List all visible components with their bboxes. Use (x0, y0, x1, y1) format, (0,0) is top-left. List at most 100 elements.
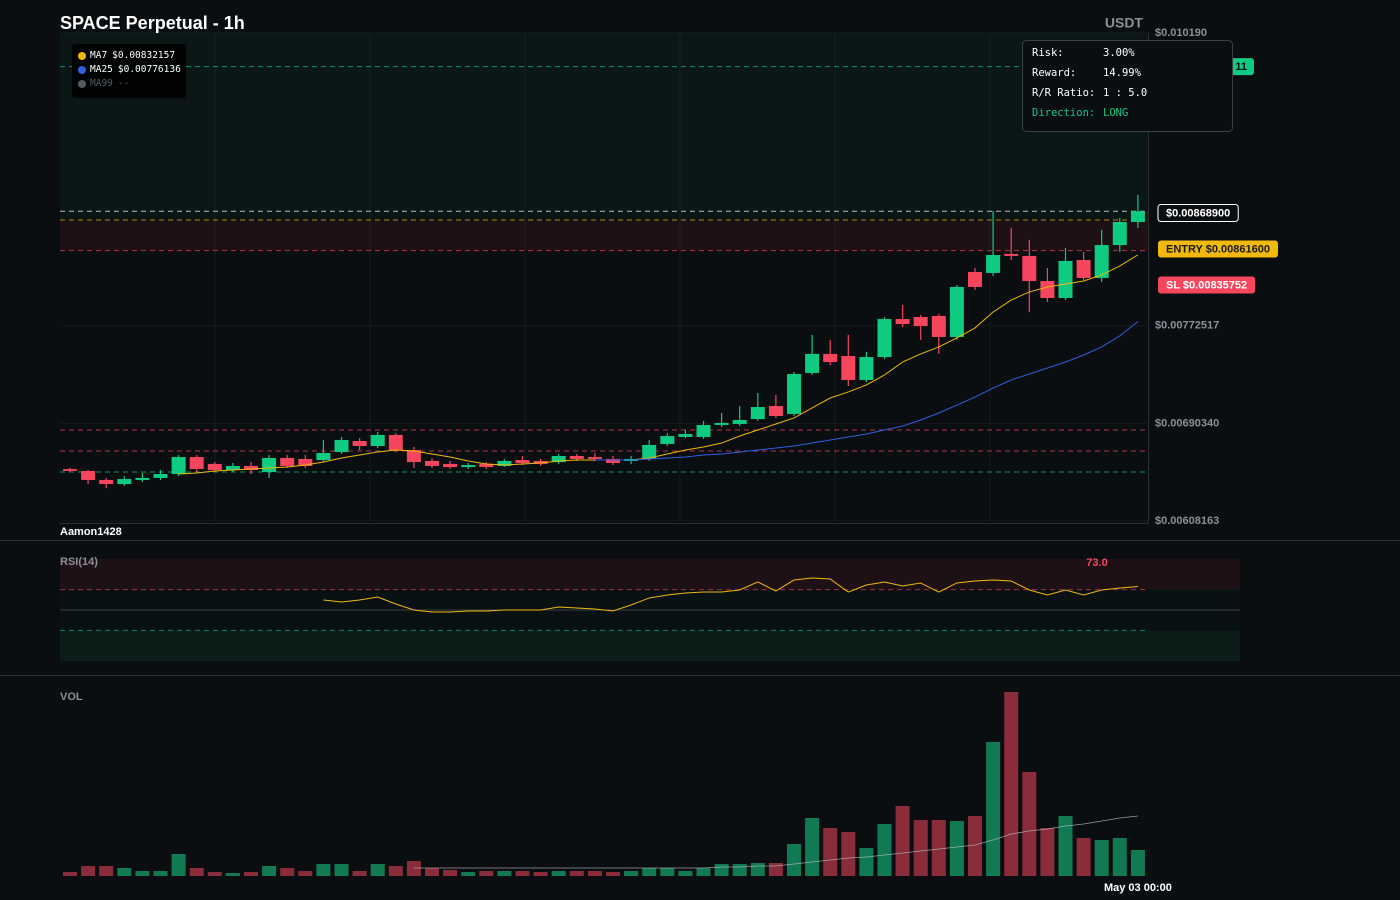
legend-value: $0.00832157 (112, 50, 175, 61)
candle-body (63, 469, 77, 471)
candle-body (714, 422, 729, 425)
legend-swatch (78, 66, 86, 74)
legend-name: MA99 (90, 78, 113, 89)
volume-bar (370, 864, 385, 876)
candle-body (1022, 255, 1037, 282)
volume-bar (750, 863, 765, 876)
volume-bar (244, 872, 258, 876)
volume-bar (388, 866, 403, 876)
volume-bar (551, 871, 566, 876)
volume-bar (787, 844, 801, 876)
quote-currency: USDT (1105, 15, 1144, 31)
candle-body (587, 457, 602, 459)
volume-bar (624, 871, 639, 876)
volume-bar (298, 871, 313, 876)
candle-body (660, 436, 675, 444)
candle-body (497, 460, 512, 466)
candle-body (968, 271, 982, 287)
legend-swatch (78, 80, 86, 88)
candle-body (1058, 260, 1073, 299)
volume-bar (859, 848, 874, 876)
candle-body (370, 434, 385, 447)
volume-bar (207, 872, 222, 876)
volume-bar (968, 816, 982, 876)
legend-name: MA25 (90, 64, 113, 75)
risk-reward-panel: Risk: 3.00% Reward: 14.99% R/R Ratio: 1 : 5.0… (1022, 40, 1233, 132)
chart-title: SPACE Perpetual - 1h (60, 13, 245, 33)
overbought-zone (60, 559, 1240, 590)
candle-body (244, 465, 258, 470)
volume-bar (99, 866, 114, 876)
volume-bar (153, 871, 168, 876)
volume-bar (171, 854, 186, 876)
indicator-label: VOL (60, 691, 83, 703)
volume-bar (443, 870, 458, 876)
volume-bar (461, 872, 476, 876)
candle-body (913, 317, 928, 327)
y-tick-label: $0.00608163 (1155, 515, 1219, 527)
volume-bar (117, 868, 132, 876)
candle-body (262, 458, 277, 473)
price-tag-box (1158, 240, 1278, 258)
volume-bar (479, 871, 494, 876)
tooltip-key: Risk: (1032, 47, 1064, 59)
price-tag-box (1157, 204, 1239, 222)
candle-body (1094, 245, 1109, 278)
volume-bar (732, 864, 747, 876)
candle-body (316, 453, 331, 461)
price-tag: ENTRY $0.00861600 (1158, 240, 1278, 258)
candle-body (805, 353, 820, 373)
volume-bar (841, 832, 856, 876)
volume-bar (805, 818, 820, 876)
legend-entry: MA7 $0.00832157 (90, 50, 175, 61)
candle-body (606, 458, 620, 463)
volume-bar (642, 868, 657, 876)
candle-body (787, 374, 801, 414)
candle-body (768, 405, 783, 416)
candle-body (334, 439, 349, 452)
price-tag: SL $0.00835752 (1158, 276, 1256, 294)
candle-body (298, 458, 313, 466)
volume-bar (768, 863, 783, 876)
volume-bar (660, 868, 675, 876)
tooltip-key: R/R Ratio: (1032, 87, 1095, 99)
volume-bar (1058, 816, 1073, 876)
candle-body (1130, 211, 1145, 222)
volume-bar (1022, 772, 1037, 876)
candle-body (153, 474, 168, 478)
oversold-zone (60, 630, 1240, 661)
volume-bar (81, 866, 96, 876)
candle-body (841, 355, 856, 380)
price-tag-label: SL $0.00835752 (1166, 279, 1247, 291)
legend-entry: MA99 -- (90, 78, 129, 89)
candle-body (171, 457, 186, 475)
volume-bar (895, 806, 910, 876)
rsi-current-value: 73.0 (1086, 557, 1107, 569)
candle-body (135, 477, 150, 480)
volume-bar (262, 866, 277, 876)
price-tag-label: 11 (1235, 61, 1247, 73)
volume-bar (280, 868, 295, 876)
volume-bar (986, 742, 1001, 876)
x-tick-label: May 03 00:00 (1104, 882, 1172, 894)
price-tag-label: ENTRY $0.00861600 (1166, 243, 1270, 255)
volume-bar (225, 873, 240, 876)
volume-bar (1076, 838, 1091, 876)
volume-bar (135, 871, 150, 876)
legend-box (72, 44, 186, 98)
legend-value: $0.00776136 (118, 64, 181, 75)
legend-value: -- (118, 78, 129, 89)
volume-bar (1112, 838, 1127, 876)
candle-body (117, 479, 132, 485)
tooltip-value: 1 : 5.0 (1103, 87, 1147, 99)
candle-body (569, 455, 584, 459)
candle-body (551, 455, 566, 463)
moving-average-line (178, 254, 1139, 475)
volume-bar (515, 871, 530, 876)
candle-body (986, 255, 1001, 273)
tooltip-value: 3.00% (1103, 47, 1135, 59)
volume-bar (1130, 850, 1145, 876)
candle-body (877, 319, 892, 358)
tooltip-value: 14.99% (1103, 67, 1142, 79)
